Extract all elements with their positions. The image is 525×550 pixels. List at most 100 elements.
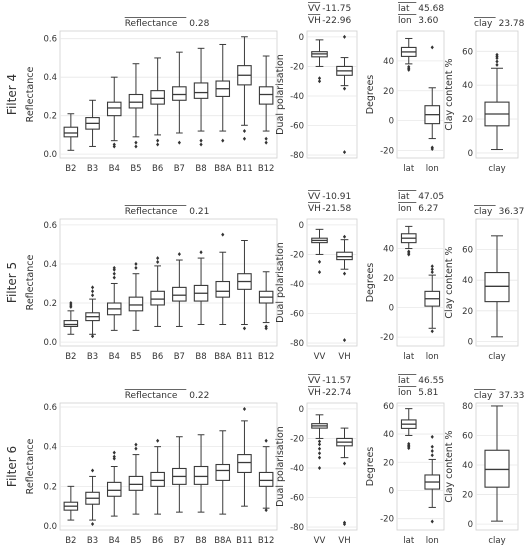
- y-tick-label: 0.4: [43, 73, 57, 83]
- header-mean-label: clay: [474, 207, 493, 217]
- y-tick-label: 0.6: [43, 35, 57, 45]
- box-B11: B11: [236, 406, 253, 546]
- box-B7: B7: [172, 51, 187, 174]
- y-tick-label: 20: [383, 274, 394, 284]
- box-clay: clay: [484, 235, 510, 362]
- iqr-box: [193, 465, 209, 485]
- panel-degrees: -20 0 20 40 Degrees lat 47.05 lon 6.27 lat lon: [365, 190, 445, 362]
- outlier-point: [407, 64, 411, 69]
- box-lon: lon: [424, 264, 441, 362]
- outlier-point: [264, 438, 268, 443]
- header-mean-label: Reflectance: [125, 207, 178, 217]
- x-tick-label: B4: [109, 164, 120, 174]
- outlier-point: [317, 455, 322, 460]
- y-tick-label: -20: [380, 515, 394, 525]
- x-tick-label: B2: [65, 536, 76, 546]
- x-tick-label: B3: [87, 352, 98, 362]
- panel-dual: -80 -60 -40 -20 0 Dual polarisation VV -11.75VH…: [275, 2, 358, 161]
- header-mean-label: lon: [398, 388, 412, 398]
- outlier-point: [134, 261, 138, 266]
- outlier-point: [342, 150, 347, 155]
- header-mean-label: lon: [398, 16, 412, 26]
- outlier-point: [199, 138, 203, 143]
- outlier-point: [342, 522, 347, 527]
- x-tick-label: B12: [258, 352, 275, 362]
- y-tick-label: 0.2: [43, 299, 57, 309]
- box-VH: [336, 34, 353, 155]
- outlier-point: [342, 86, 347, 91]
- outlier-point: [90, 468, 95, 473]
- row-label: Filter 6: [5, 446, 19, 487]
- box-B8: B8: [193, 47, 209, 174]
- y-tick-label: 0.2: [43, 482, 57, 492]
- y-axis-label: Reflectance: [25, 254, 36, 310]
- iqr-box: [150, 290, 165, 306]
- outlier-point: [430, 267, 434, 272]
- outlier-point: [317, 442, 322, 447]
- header-mean-value: 47.05: [418, 192, 444, 202]
- outlier-point: [112, 271, 116, 276]
- filter-row-3: Filter 6 0.0 0.2 0.4 0.6 Reflectance Reflectan…: [5, 374, 524, 546]
- iqr-box: [172, 286, 187, 302]
- y-tick-label: 0: [299, 221, 304, 231]
- outlier-point: [407, 249, 411, 254]
- y-tick-label: 60: [462, 246, 473, 256]
- header-mean-label: lat: [398, 4, 410, 14]
- x-tick-label: VV: [314, 536, 326, 546]
- header-mean-label: VH: [308, 16, 321, 26]
- outlier-point: [134, 265, 138, 270]
- outlier-point: [156, 256, 160, 261]
- box-VH: VH: [336, 427, 353, 546]
- y-tick-label: 40: [462, 461, 473, 471]
- header-mean-value: 45.68: [418, 4, 444, 14]
- outlier-point: [264, 136, 268, 141]
- header-mean-value: 0.28: [189, 19, 209, 29]
- outlier-point: [134, 446, 138, 451]
- panel-degrees: -20 0 20 40 60 Degrees lat 46.55 lon 5.81 lat lon: [365, 374, 445, 546]
- box-B8: B8: [193, 250, 209, 362]
- y-tick-label: -60: [290, 310, 304, 320]
- x-tick-label: B6: [152, 164, 163, 174]
- outlier-point: [430, 264, 434, 269]
- iqr-box: [172, 86, 187, 101]
- panel-clay: 0 20 40 60 Clay content % clay 23.78 clay: [444, 17, 525, 174]
- outlier-point: [317, 465, 322, 470]
- x-tick-label: B4: [109, 352, 120, 362]
- y-axis-label: Dual polarisation: [275, 54, 286, 135]
- box-lon: lon: [424, 45, 441, 174]
- y-tick-label: 20: [462, 307, 473, 317]
- y-tick-label: 0: [389, 486, 394, 496]
- outlier-point: [430, 434, 434, 439]
- box-B8: B8: [193, 434, 209, 546]
- x-tick-label: B12: [258, 536, 275, 546]
- y-tick-label: 0: [468, 520, 473, 530]
- header-mean-value: 6.27: [418, 204, 438, 214]
- y-axis-label: Degrees: [365, 75, 376, 115]
- iqr-box: [106, 481, 122, 497]
- row-label: Filter 4: [5, 74, 19, 115]
- y-axis-label: Dual polarisation: [275, 426, 286, 507]
- x-tick-label: VH: [338, 536, 350, 546]
- header-mean-value: 46.55: [418, 376, 444, 386]
- box-B5: B5: [128, 63, 144, 174]
- box-clay: clay: [484, 52, 510, 174]
- header-mean-label: Reflectance: [125, 19, 178, 29]
- y-tick-label: 60: [462, 431, 473, 441]
- y-axis-label: Clay content %: [444, 430, 455, 502]
- filter-row-1: Filter 4 0.0 0.2 0.4 0.6 Reflectance Reflectan…: [5, 2, 525, 174]
- y-tick-label: 20: [383, 87, 394, 97]
- box-B12: B12: [258, 438, 275, 546]
- header-mean-label: lon: [398, 204, 412, 214]
- header-mean-value: 0.22: [189, 391, 209, 401]
- x-tick-label: B8: [195, 352, 206, 362]
- outlier-point: [177, 252, 181, 257]
- x-tick-label: B12: [258, 164, 275, 174]
- y-tick-label: -60: [290, 122, 304, 132]
- outlier-point: [317, 439, 322, 444]
- y-tick-label: -20: [380, 333, 394, 343]
- box-lat: lat: [400, 225, 417, 362]
- y-tick-label: 60: [462, 47, 473, 57]
